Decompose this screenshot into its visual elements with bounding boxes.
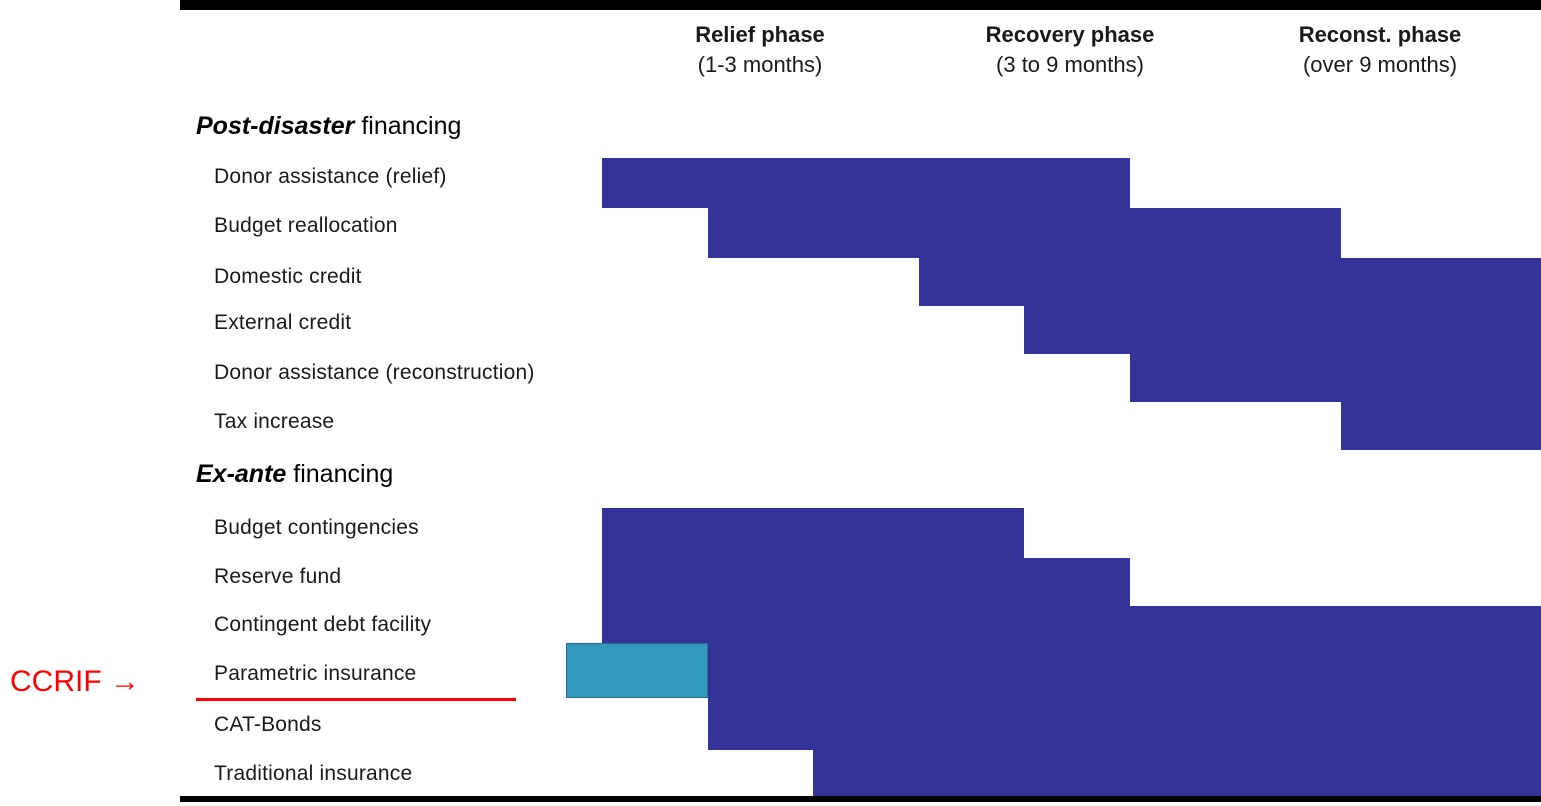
timeline-bar: [602, 606, 1541, 644]
timeline-bar: [707, 644, 1541, 702]
phase-name: Reconst. phase: [1298, 22, 1462, 47]
timeline-bar: [918, 258, 1541, 306]
timeline-bar: [602, 558, 1130, 606]
timeline-bar: [707, 702, 1541, 750]
row-label: External credit: [214, 311, 352, 334]
timeline-bar: [1340, 402, 1541, 450]
section-heading-ex-ante: Ex-ante financing: [196, 460, 393, 489]
row-label: Domestic credit: [214, 265, 362, 288]
section-heading-italic: Post-disaster: [196, 112, 355, 140]
phase-range: (3 to 9 months): [996, 52, 1144, 77]
ccrif-callout: CCRIF →: [10, 665, 140, 698]
phase-name: Relief phase: [695, 22, 825, 47]
bottom-rule: [180, 796, 1541, 802]
timeline-bar: [707, 208, 1341, 258]
timeline-bar: [602, 508, 1024, 558]
timeline-bar: [602, 158, 1130, 208]
row-label: Budget reallocation: [214, 214, 398, 237]
phase-range: (1-3 months): [697, 52, 823, 77]
phase-range: (over 9 months): [1302, 52, 1458, 77]
section-heading-rest: financing: [354, 112, 462, 140]
phase-header-recovery: Recovery phase (3 to 9 months): [940, 20, 1200, 80]
row-label: Budget contingencies: [214, 516, 419, 539]
row-label: CAT-Bonds: [214, 713, 322, 736]
row-label: Traditional insurance: [214, 762, 413, 785]
row-label: Donor assistance (relief): [214, 165, 447, 188]
phase-name: Recovery phase: [985, 22, 1155, 47]
ccrif-coverage-bar: [566, 643, 708, 698]
row-label: Donor assistance (reconstruction): [214, 361, 535, 384]
row-label: Tax increase: [214, 410, 335, 433]
timeline-bar: [813, 750, 1541, 796]
phase-header-relief: Relief phase (1-3 months): [630, 20, 890, 80]
row-label: Reserve fund: [214, 565, 342, 588]
phase-header-reconstruction: Reconst. phase (over 9 months): [1250, 20, 1510, 80]
section-heading-italic: Ex-ante: [196, 460, 287, 488]
section-heading-rest: financing: [286, 460, 394, 488]
row-label: Contingent debt facility: [214, 613, 432, 636]
section-heading-post-disaster: Post-disaster financing: [196, 112, 461, 141]
timeline-bar: [1024, 306, 1541, 354]
callout-underline: [196, 698, 516, 701]
row-label: Parametric insurance: [214, 662, 417, 685]
timeline-bar: [1129, 354, 1541, 402]
top-rule: [180, 0, 1541, 10]
